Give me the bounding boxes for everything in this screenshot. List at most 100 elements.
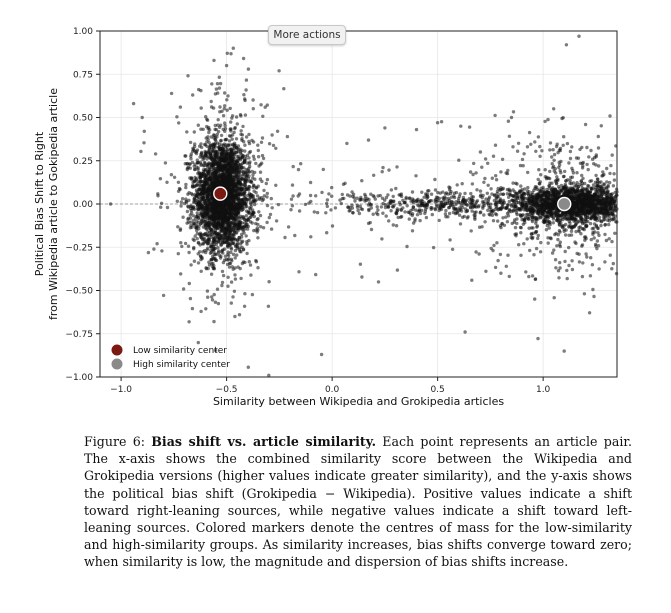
scatter-point [206,184,210,188]
scatter-point [189,177,194,181]
scatter-point [189,263,193,267]
scatter-point [242,225,246,229]
scatter-point [258,213,263,218]
scatter-point [239,250,243,254]
scatter-point [611,261,615,266]
scatter-point [231,142,235,147]
scatter-point [196,261,201,265]
scatter-point [247,141,252,146]
scatter-point [258,170,263,174]
scatter-point [220,150,224,154]
scatter-point [219,225,224,230]
scatter-point [217,173,222,178]
scatter-point [483,157,488,161]
scatter-point [191,146,195,151]
scatter-point [208,152,213,157]
scatter-point [552,158,556,162]
scatter-point [209,206,213,210]
scatter-point [244,214,248,218]
scatter-point [184,200,189,204]
scatter-point [225,145,229,150]
scatter-point [206,246,210,250]
scatter-point [183,241,188,246]
scatter-point [247,151,251,155]
scatter-point [204,174,208,178]
scatter-point [581,209,585,213]
scatter-point [548,169,552,174]
scatter-point [504,215,508,219]
scatter-point [220,228,224,233]
scatter-point [249,202,253,206]
scatter-point [589,237,593,242]
scatter-point [472,161,476,166]
scatter-point [224,137,229,142]
scatter-point [525,237,529,241]
scatter-point [231,46,235,50]
scatter-point [247,170,251,174]
scatter-point [590,198,594,203]
scatter-point [235,150,239,154]
scatter-point [230,161,234,166]
scatter-point [199,151,204,156]
scatter-point [230,165,235,170]
scatter-point [565,186,570,190]
scatter-point [202,181,206,186]
scatter-point [212,224,217,228]
scatter-point [237,208,241,212]
scatter-point [179,272,183,276]
scatter-point [231,190,236,194]
scatter-point [221,114,226,118]
scatter-point [245,242,249,246]
scatter-point [610,267,614,271]
scatter-point [236,241,240,245]
scatter-point [241,205,245,210]
scatter-point [247,260,251,264]
scatter-point [194,149,199,154]
scatter-point [208,251,213,255]
scatter-point [239,132,243,136]
scatter-point [217,157,221,161]
scatter-point [213,175,217,179]
scatter-point [203,142,207,147]
scatter-point [252,202,257,207]
scatter-point [215,235,220,239]
scatter-point [565,276,569,281]
scatter-point [574,210,578,215]
scatter-point [211,171,215,175]
scatter-point [236,225,241,229]
scatter-point [189,152,193,156]
scatter-point [207,130,211,135]
scatter-point [219,133,224,138]
scatter-point [575,181,579,185]
scatter-point [217,86,222,90]
scatter-point [604,238,609,243]
scatter-point [139,149,143,154]
scatter-point [261,114,265,119]
scatter-point [243,292,247,296]
scatter-point [185,209,190,214]
scatter-point [243,193,247,197]
scatter-point [207,214,211,218]
scatter-point [519,231,523,235]
scatter-point [610,218,615,222]
scatter-point [251,183,256,187]
scatter-point [586,167,590,172]
scatter-point [196,168,200,172]
scatter-point [248,179,252,184]
scatter-point [169,173,174,177]
scatter-point [609,206,613,211]
scatter-point [244,88,248,92]
scatter-point [583,212,587,216]
scatter-point [530,274,535,278]
scatter-point [188,140,193,145]
scatter-point [231,174,235,178]
scatter-point [216,218,220,223]
scatter-point [180,244,184,249]
scatter-point [494,178,499,182]
scatter-point [244,204,249,208]
scatter-point [188,162,192,166]
scatter-point [192,218,196,222]
scatter-point [493,113,497,118]
scatter-point [241,154,245,159]
scatter-point [192,221,196,226]
